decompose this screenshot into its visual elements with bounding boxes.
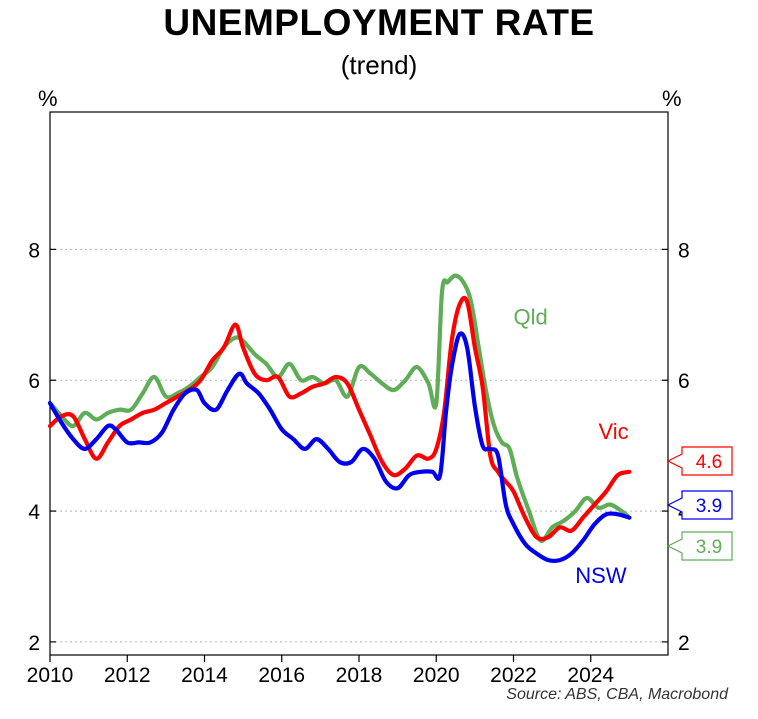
- x-tick-label: 2018: [336, 664, 383, 687]
- y-axis-unit-left: %: [38, 86, 58, 111]
- y-axis-unit-right: %: [662, 86, 682, 111]
- end-value-label-qld: 3.9: [696, 537, 722, 558]
- y-tick-label-right: 6: [678, 370, 690, 393]
- chart-title: UNEMPLOYMENT RATE: [163, 2, 595, 43]
- x-tick-label: 2012: [104, 664, 151, 687]
- gridlines: [50, 248, 668, 643]
- y-tick-label-left: 6: [28, 370, 40, 393]
- series-line-nsw: [47, 331, 632, 564]
- x-tick-label: 2010: [27, 664, 74, 687]
- series-label-nsw: NSW: [575, 563, 627, 588]
- end-value-badges: 3.9 4.6 3.9: [666, 446, 733, 561]
- series-line-vic: [47, 295, 632, 542]
- source-note: Source: ABS, CBA, Macrobond: [506, 686, 728, 703]
- y-tick-label-right: 8: [678, 239, 690, 262]
- end-value-badge-qld: [666, 531, 733, 561]
- x-tick-label: 2014: [181, 664, 228, 687]
- series-label-vic: Vic: [598, 419, 628, 444]
- axis-ticks: 2244668820102012201420162018202020222024: [27, 239, 690, 687]
- end-value-label-nsw: 3.9: [696, 496, 722, 517]
- y-tick-label-right: 2: [678, 632, 690, 655]
- series-line-qld: [47, 273, 632, 543]
- series-labels: Qld Vic NSW: [514, 305, 629, 588]
- x-tick-label: 2022: [490, 664, 537, 687]
- end-value-badge-nsw: [666, 490, 733, 520]
- y-tick-label-left: 2: [28, 632, 40, 655]
- y-tick-label-left: 8: [28, 239, 40, 262]
- chart-subtitle: (trend): [340, 50, 418, 80]
- end-value-label-vic: 4.6: [696, 452, 722, 473]
- y-tick-label-left: 4: [28, 501, 40, 524]
- x-tick-label: 2024: [567, 664, 614, 687]
- x-tick-label: 2020: [413, 664, 460, 687]
- series-lines: [47, 273, 632, 564]
- series-label-qld: Qld: [514, 305, 548, 330]
- x-tick-label: 2016: [258, 664, 305, 687]
- end-value-badge-vic: [666, 446, 733, 476]
